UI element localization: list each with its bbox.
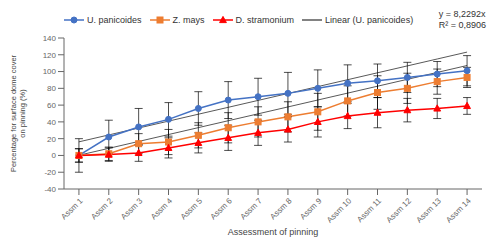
html-text:y = 8,2292x: y = 8,2292x bbox=[438, 9, 486, 19]
svg-text:Assm 6: Assm 6 bbox=[209, 196, 235, 222]
svg-text:80: 80 bbox=[47, 84, 56, 93]
svg-text:Assm 7: Assm 7 bbox=[239, 196, 265, 222]
html-text:Z. mays: Z. mays bbox=[172, 15, 205, 25]
svg-text:Percentage for surface dome co: Percentage for surface dome coveron pinn… bbox=[9, 54, 27, 172]
svg-text:60: 60 bbox=[47, 101, 56, 110]
svg-text:Assm 8: Assm 8 bbox=[268, 196, 294, 222]
svg-text:100: 100 bbox=[43, 67, 57, 76]
svg-text:Assm 4: Assm 4 bbox=[149, 196, 175, 222]
svg-text:Assm 2: Assm 2 bbox=[89, 196, 115, 222]
svg-text:140: 140 bbox=[43, 34, 57, 43]
svg-text:Assm 12: Assm 12 bbox=[385, 196, 414, 225]
svg-text:-20: -20 bbox=[44, 168, 56, 177]
svg-text:Assm 10: Assm 10 bbox=[325, 196, 354, 225]
svg-text:Assm 13: Assm 13 bbox=[414, 196, 443, 225]
svg-text:Assm 11: Assm 11 bbox=[355, 196, 383, 224]
svg-text:Assm 5: Assm 5 bbox=[179, 196, 205, 222]
html-text:D. stramonium: D. stramonium bbox=[235, 15, 295, 25]
svg-text:Assessment of pinning: Assessment of pinning bbox=[228, 227, 319, 237]
svg-text:20: 20 bbox=[47, 135, 56, 144]
svg-text:-40: -40 bbox=[44, 185, 56, 194]
svg-text:Assm 9: Assm 9 bbox=[298, 196, 324, 222]
svg-text:Assm 14: Assm 14 bbox=[444, 196, 473, 225]
html-text:Linear (U. panicoides): Linear (U. panicoides) bbox=[325, 15, 414, 25]
svg-text:0: 0 bbox=[52, 151, 57, 160]
svg-text:40: 40 bbox=[47, 118, 56, 127]
html-text:R² = 0,8906: R² = 0,8906 bbox=[438, 20, 486, 30]
svg-text:Assm 1: Assm 1 bbox=[59, 196, 85, 222]
svg-text:120: 120 bbox=[43, 51, 57, 60]
svg-text:Assm 3: Assm 3 bbox=[119, 196, 145, 222]
html-text:U. panicoides: U. panicoides bbox=[87, 15, 142, 25]
